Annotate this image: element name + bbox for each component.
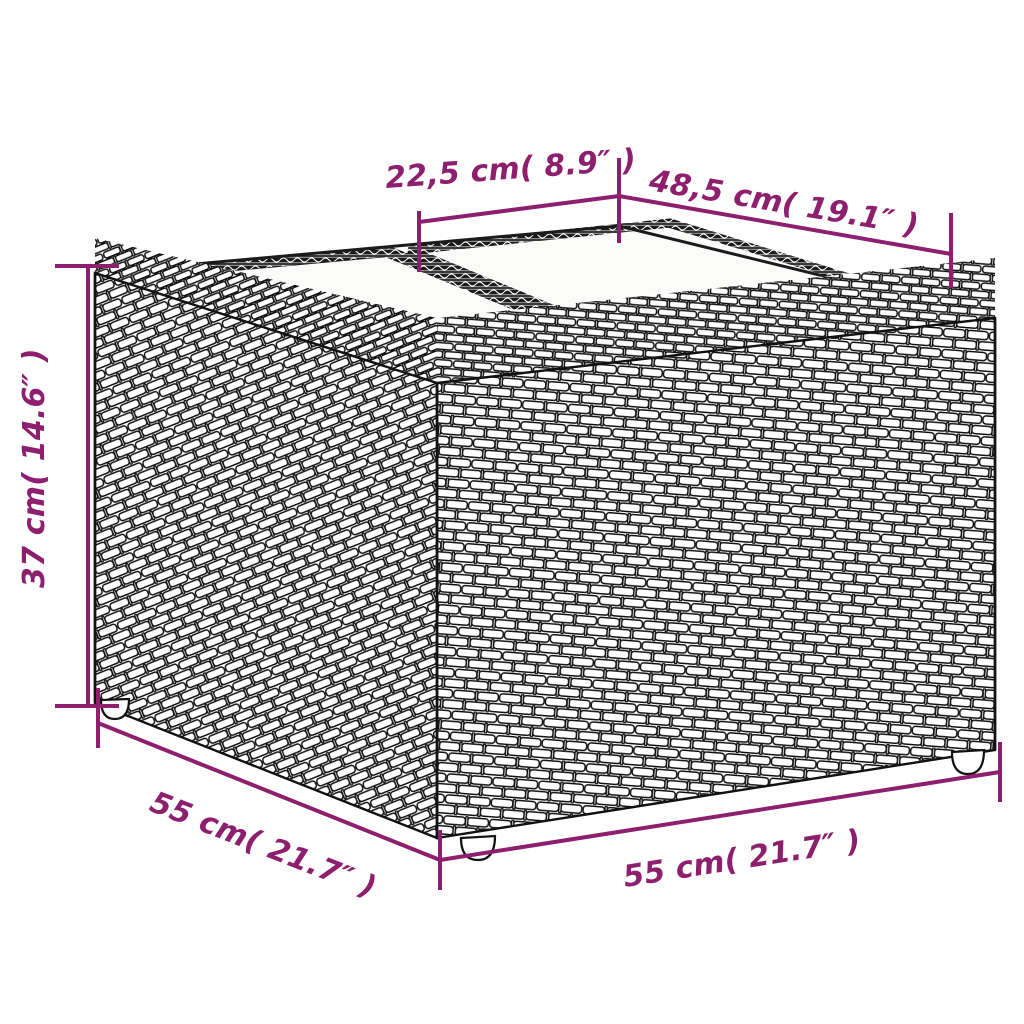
measure-line-top-left xyxy=(418,194,620,224)
measure-line-depth xyxy=(97,721,441,862)
table-front-face xyxy=(435,316,997,840)
foot-back-left xyxy=(99,697,131,721)
foot-front-right xyxy=(950,748,986,776)
table-corner-edges xyxy=(93,273,997,838)
measure-line-width xyxy=(439,770,1001,862)
dimension-label-height: 37 cm( 14.6″ ) xyxy=(17,348,52,588)
table-top-rim xyxy=(95,238,995,383)
table-illustration xyxy=(93,218,997,862)
measure-line-top-right xyxy=(618,194,952,256)
dimension-lines xyxy=(55,158,1002,890)
